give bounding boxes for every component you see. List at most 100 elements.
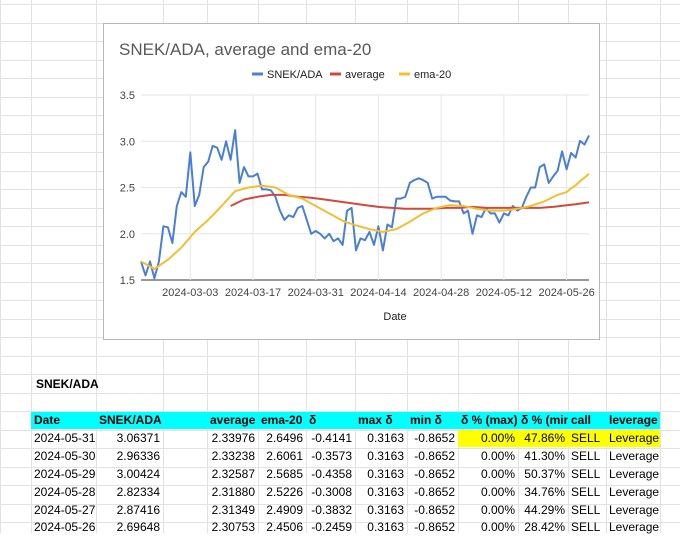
x-tick-label: 2024-04-14 <box>350 287 406 299</box>
table-cell[interactable]: 47.86% <box>518 430 568 447</box>
series-line-average <box>230 193 590 210</box>
table-cell[interactable]: 2.6496 <box>266 431 303 445</box>
table-cell[interactable]: Leverage <box>606 430 660 447</box>
table-cell[interactable]: 2.96336 <box>116 449 160 463</box>
table-cell[interactable]: 2024-05-31 <box>34 431 96 445</box>
table-cell[interactable]: 2.4909 <box>266 503 303 517</box>
table-cell[interactable] <box>163 502 207 519</box>
table-cell[interactable]: -0.3832 <box>311 503 352 517</box>
table-cell[interactable]: 3.06371 <box>116 431 160 445</box>
table-cell[interactable] <box>163 430 207 447</box>
table-header-cell[interactable]: max δ <box>355 412 407 429</box>
table-cell[interactable]: -0.8652 <box>414 503 455 517</box>
table-header-cell[interactable]: call <box>568 412 606 429</box>
table-cell[interactable]: Leverage <box>609 503 660 517</box>
legend-label: average <box>345 69 385 81</box>
x-tick-label: 2024-04-28 <box>413 287 469 299</box>
table-cell[interactable]: -0.3573 <box>311 449 352 463</box>
table-cell[interactable]: SELL <box>568 430 606 447</box>
table-header-cell[interactable] <box>163 412 207 429</box>
table-cell[interactable]: 2024-05-26 <box>34 520 96 534</box>
table-cell[interactable]: 2024-05-28 <box>34 485 96 499</box>
table-cell[interactable]: -0.8652 <box>414 520 455 534</box>
table-cell[interactable]: 2.32587 <box>211 467 255 481</box>
x-tick-label: 2024-05-12 <box>476 287 532 299</box>
table-cell[interactable]: -0.8652 <box>414 467 455 481</box>
table-cell[interactable]: SELL <box>571 449 601 463</box>
table-cell[interactable]: 2.87416 <box>116 503 160 517</box>
table-header-cell[interactable]: SNEK/ADA <box>96 412 163 429</box>
table-cell[interactable]: 2.30753 <box>211 520 255 534</box>
table-header-cell[interactable]: min δ <box>407 412 458 429</box>
table-header-cell[interactable]: Date <box>31 412 96 429</box>
legend-label: ema-20 <box>414 69 451 81</box>
table-cell[interactable]: 2.82334 <box>116 485 160 499</box>
section-title: SNEK/ADA <box>36 377 99 391</box>
table-cell[interactable]: 2.5685 <box>266 467 303 481</box>
table-cell[interactable]: 2.69648 <box>116 520 160 534</box>
x-tick-label: 2024-05-26 <box>538 287 594 299</box>
table-cell[interactable]: 44.29% <box>524 503 565 517</box>
table-cell[interactable]: SELL <box>571 485 601 499</box>
table-cell[interactable]: 0.3163 <box>367 503 404 517</box>
table-cell[interactable]: 2.31349 <box>211 503 255 517</box>
legend-label: SNEK/ADA <box>267 69 323 81</box>
table-cell[interactable]: -0.4141 <box>311 431 352 445</box>
table-cell[interactable]: 0.3163 <box>367 485 404 499</box>
table-header-cell[interactable]: average <box>207 412 258 429</box>
table-cell[interactable]: 0.3163 <box>367 449 404 463</box>
table-cell[interactable]: Leverage <box>609 449 660 463</box>
table-cell[interactable]: 50.37% <box>524 467 565 481</box>
table-cell[interactable]: Leverage <box>609 520 660 534</box>
x-tick-label: 2024-03-31 <box>288 287 344 299</box>
table-header-cell[interactable]: leverage <box>606 412 660 429</box>
x-axis-label: Date <box>383 311 406 323</box>
table-header-cell[interactable]: ema-20 <box>258 412 306 429</box>
table-cell[interactable]: 0.00% <box>480 485 515 499</box>
y-tick-label: 1.5 <box>120 275 135 287</box>
table-cell[interactable]: 0.00% <box>480 467 515 481</box>
table-cell[interactable]: 0.3163 <box>367 467 404 481</box>
y-tick-label: 3.0 <box>120 136 135 148</box>
table-cell[interactable]: SELL <box>571 520 601 534</box>
table-cell[interactable] <box>163 466 207 483</box>
table-cell[interactable]: 2024-05-30 <box>34 449 96 463</box>
table-cell[interactable]: SELL <box>571 503 601 517</box>
x-tick-label: 2024-03-03 <box>162 287 218 299</box>
table-cell[interactable]: 2024-05-29 <box>34 467 96 481</box>
table-cell[interactable]: 0.3163 <box>367 431 404 445</box>
table-cell[interactable]: -0.2459 <box>311 520 352 534</box>
table-cell[interactable]: -0.4358 <box>311 467 352 481</box>
table-cell[interactable]: SELL <box>571 467 601 481</box>
table-cell[interactable]: 0.00% <box>458 430 518 447</box>
table-cell[interactable]: 34.76% <box>524 485 565 499</box>
table-cell[interactable]: -0.3008 <box>311 485 352 499</box>
table-cell[interactable]: 2.33976 <box>211 431 255 445</box>
table-cell[interactable]: 0.00% <box>480 503 515 517</box>
table-header-cell[interactable]: δ <box>306 412 355 429</box>
table-cell[interactable]: 0.00% <box>480 449 515 463</box>
table-cell[interactable] <box>163 519 207 536</box>
table-header-cell[interactable]: δ % (min) <box>518 412 568 429</box>
table-cell[interactable]: 0.3163 <box>367 520 404 534</box>
table-cell[interactable]: 2.33238 <box>211 449 255 463</box>
table-cell[interactable]: -0.8652 <box>414 449 455 463</box>
table-cell[interactable]: 41.30% <box>524 449 565 463</box>
y-tick-label: 2.0 <box>120 229 135 241</box>
chart-card[interactable]: SNEK/ADA, average and ema-20 SNEK/ADA aver… <box>103 23 600 340</box>
table-cell[interactable] <box>163 448 207 465</box>
table-cell[interactable]: 2.5226 <box>266 485 303 499</box>
table-cell[interactable]: 28.42% <box>524 520 565 534</box>
table-cell[interactable] <box>163 484 207 501</box>
table-cell[interactable]: -0.8652 <box>414 485 455 499</box>
table-cell[interactable]: Leverage <box>609 467 660 481</box>
table-cell[interactable]: 0.00% <box>480 520 515 534</box>
table-cell[interactable]: Leverage <box>609 485 660 499</box>
table-cell[interactable]: 2.4506 <box>266 520 303 534</box>
table-cell[interactable]: 2.31880 <box>211 485 255 499</box>
table-cell[interactable]: 2024-05-27 <box>34 503 96 517</box>
table-header-cell[interactable]: δ % (max) <box>458 412 518 429</box>
table-cell[interactable]: 3.00424 <box>116 467 160 481</box>
table-cell[interactable]: 2.6061 <box>266 449 303 463</box>
table-cell[interactable]: -0.8652 <box>414 431 455 445</box>
